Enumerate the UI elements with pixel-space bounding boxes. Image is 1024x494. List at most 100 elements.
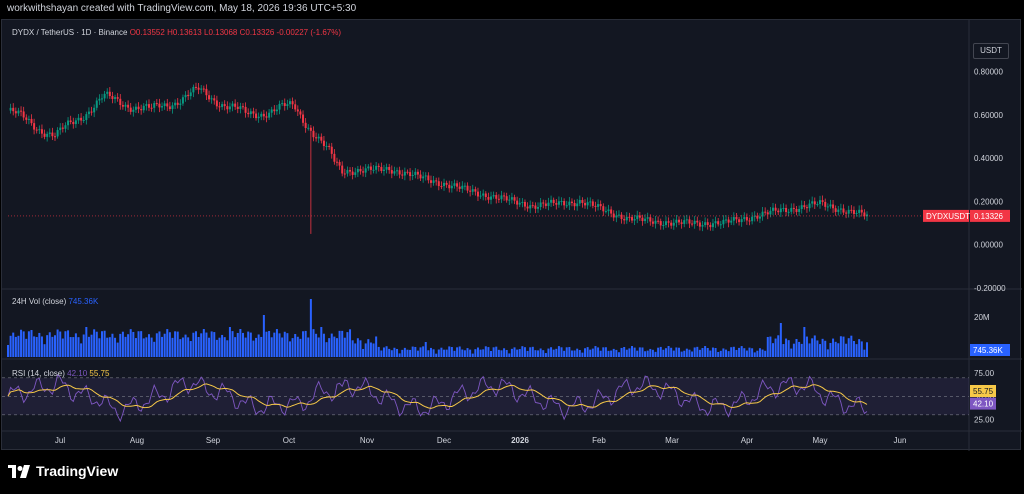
candle-body	[560, 201, 563, 203]
last-price-tag-bg	[970, 209, 1010, 222]
candle-body	[129, 107, 132, 112]
time-tick-label: Feb	[592, 436, 606, 445]
volume-bar	[795, 338, 798, 357]
candle-body	[785, 207, 788, 213]
candle-body	[260, 113, 263, 117]
volume-bar	[349, 329, 352, 357]
candle-body	[523, 201, 526, 207]
candle-body	[150, 107, 153, 109]
candle-body	[678, 219, 681, 223]
candle-body	[696, 220, 699, 223]
volume-bar	[95, 331, 98, 357]
volume-bar	[782, 344, 785, 357]
volume-bar	[510, 348, 513, 357]
volume-bar	[46, 335, 49, 357]
volume-bar	[429, 347, 432, 357]
candle-body	[411, 174, 414, 177]
candle-body	[672, 222, 675, 226]
candle-body	[176, 102, 179, 105]
volume-bar	[309, 299, 312, 357]
candle-body	[529, 205, 532, 209]
candle-body	[860, 209, 863, 213]
candle-body	[479, 195, 482, 197]
candle-body	[537, 207, 540, 209]
candle-body	[335, 161, 338, 163]
tradingview-logo-icon	[8, 464, 32, 478]
candle-body	[51, 132, 54, 137]
volume-bar	[487, 347, 490, 357]
candle-body	[738, 219, 741, 223]
candle-body	[197, 87, 200, 90]
volume-bar	[127, 334, 130, 357]
candle-body	[20, 110, 23, 112]
time-tick-label: Mar	[665, 436, 679, 445]
candle-body	[309, 127, 312, 131]
candle-body	[294, 104, 297, 110]
volume-bar	[482, 349, 485, 357]
volume-bar	[252, 340, 255, 357]
volume-bar	[108, 337, 111, 357]
volume-bar	[672, 350, 675, 357]
volume-bar	[855, 344, 858, 357]
candle-body	[443, 182, 446, 187]
price-chart[interactable]: 0.80000 0.60000 0.40000 0.20000 0.00000 -0.20…	[2, 20, 1022, 451]
rsi-value: 42.10	[67, 369, 88, 378]
symbol-legend: DYDX / TetherUS · 1D · Binance O0.13552 …	[12, 28, 341, 37]
candle-body	[349, 170, 352, 172]
candle-body	[59, 127, 62, 131]
volume-bar	[398, 353, 401, 357]
candle-body	[625, 216, 628, 221]
candle-body	[800, 205, 803, 210]
volume-bar	[255, 337, 258, 357]
candle-body	[863, 212, 866, 217]
candle-body	[657, 220, 660, 222]
candle-body	[236, 106, 239, 109]
volume-bar	[247, 331, 250, 357]
candle-body	[620, 214, 623, 220]
volume-bar	[866, 342, 868, 357]
volume-bar	[633, 347, 636, 357]
volume-bar	[547, 348, 550, 357]
volume-bar	[132, 331, 135, 357]
volume-bar	[22, 331, 25, 357]
candle-body	[607, 209, 610, 212]
candle-body	[495, 195, 498, 199]
volume-bar	[341, 330, 344, 357]
candle-body	[766, 212, 769, 215]
volume-bar	[244, 337, 247, 357]
volume-bar	[832, 338, 835, 357]
volume-bar	[599, 350, 602, 357]
volume-bar	[51, 336, 54, 357]
volume-bar	[453, 350, 456, 357]
volume-bar	[584, 348, 587, 357]
candle-body	[602, 206, 605, 212]
candle-body	[106, 91, 109, 94]
candle-body	[247, 112, 250, 115]
volume-bar	[82, 334, 85, 357]
candle-body	[356, 168, 359, 173]
rsi-ma-line	[7, 383, 868, 409]
candle-body	[134, 106, 137, 110]
volume-bar	[521, 346, 524, 357]
candle-body	[82, 120, 85, 122]
candle-body	[725, 219, 728, 221]
rsi-tick-label: 25.00	[974, 415, 995, 424]
candle-body	[341, 165, 344, 174]
currency-selector[interactable]: USDT	[973, 43, 1009, 59]
candle-body	[743, 217, 746, 220]
candle-body	[74, 120, 77, 125]
volume-bar	[153, 341, 156, 357]
volume-bar	[281, 337, 284, 357]
volume-bar	[67, 330, 70, 357]
volume-bar	[474, 349, 477, 357]
volume-bar	[367, 339, 370, 357]
volume-bar	[777, 335, 780, 357]
candle-body	[764, 211, 767, 213]
volume-bar	[440, 347, 443, 357]
volume-bar	[685, 348, 688, 357]
time-tick-label: Nov	[360, 436, 374, 445]
candle-body	[307, 127, 310, 129]
volume-bar	[792, 343, 795, 357]
volume-bar	[304, 330, 307, 357]
volume-bar	[27, 331, 30, 357]
